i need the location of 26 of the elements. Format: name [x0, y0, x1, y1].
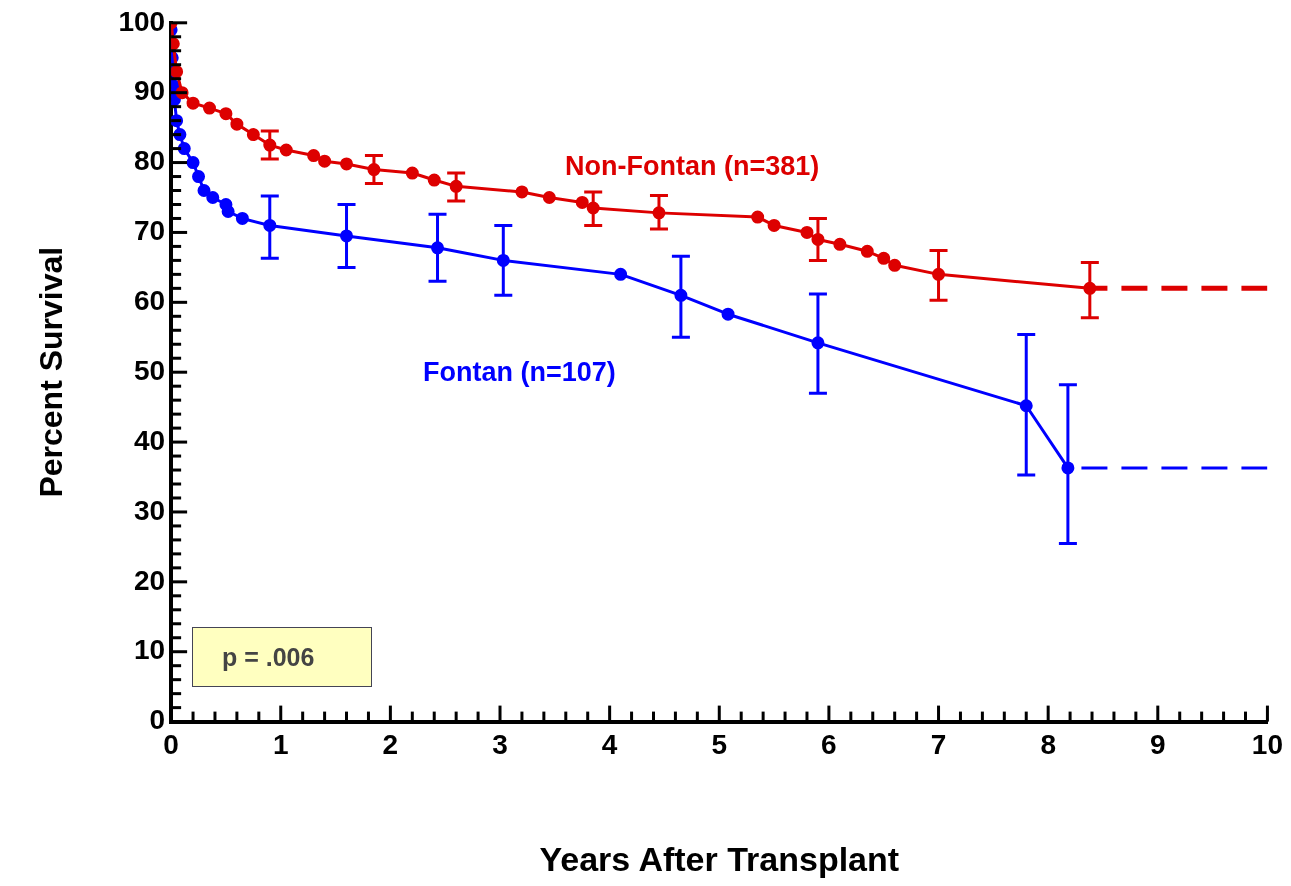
- x-tick-label: 4: [601, 729, 618, 761]
- x-tick-label: 7: [930, 729, 947, 761]
- x-tick-label: 3: [492, 729, 508, 761]
- y-tick-label: 10: [133, 634, 166, 666]
- x-tick-label: 1: [272, 729, 289, 761]
- y-tick-label: 0: [149, 704, 166, 736]
- x-tick-label: 9: [1150, 729, 1166, 761]
- x-tick-label: 8: [1040, 729, 1056, 761]
- annotation: p = .006: [222, 642, 315, 672]
- y-tick-label: 50: [133, 354, 166, 386]
- text: Fontan (n=107): [423, 357, 616, 388]
- x-axis-title: Years After Transplant: [539, 839, 900, 878]
- y-tick-label: 40: [133, 424, 166, 456]
- x-tick-label: 2: [382, 729, 399, 761]
- x-tick-label: 6: [821, 729, 837, 761]
- y-tick-label: 20: [133, 564, 166, 596]
- y-axis-title: Percent Survival: [33, 246, 70, 498]
- y-tick-label: 90: [133, 75, 166, 107]
- series-label: Non-Fontan (n=381): [565, 151, 820, 182]
- y-tick-label: 60: [133, 285, 166, 317]
- y-tick-label: 30: [133, 494, 166, 526]
- x-tick-label: 5: [711, 729, 728, 761]
- y-tick-label: 80: [133, 145, 166, 177]
- x-tick-label: 10: [1251, 729, 1284, 761]
- y-tick-label: 100: [118, 5, 166, 37]
- y-tick-label: 70: [133, 215, 166, 247]
